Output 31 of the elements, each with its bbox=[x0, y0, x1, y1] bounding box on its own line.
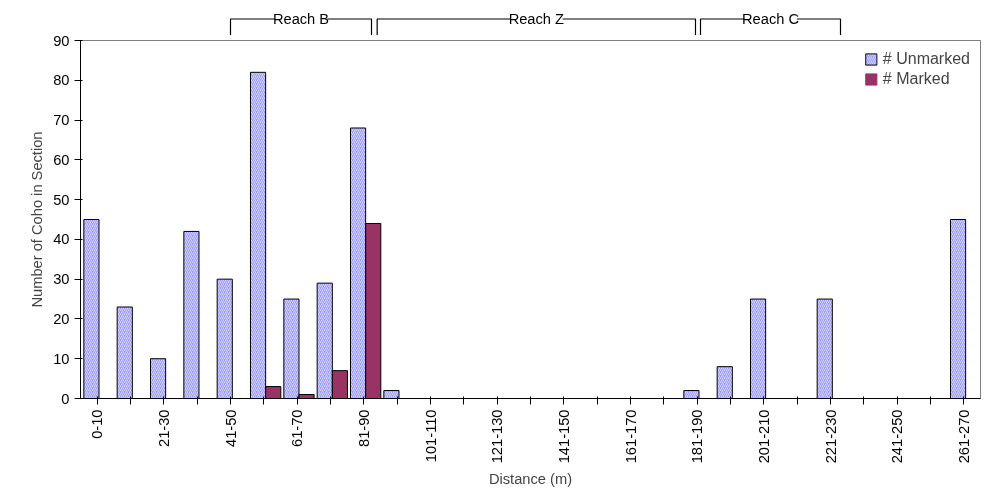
x-tick-label: 261-270 bbox=[955, 409, 972, 464]
x-tick-label: 0-10 bbox=[89, 409, 106, 439]
x-tick-label: 121-130 bbox=[489, 409, 506, 464]
y-tick-label: 0 bbox=[61, 390, 70, 407]
text: Reach B bbox=[272, 11, 330, 27]
legend-label: # Unmarked bbox=[882, 50, 970, 68]
x-axis-title: Distance (m) bbox=[488, 471, 573, 488]
x-tick-label: 21-30 bbox=[155, 409, 172, 447]
y-tick-label: 20 bbox=[53, 310, 70, 327]
x-tick-label: 81-90 bbox=[355, 409, 372, 447]
y-tick-label: 60 bbox=[53, 151, 70, 168]
legend-label: # Marked bbox=[882, 70, 950, 88]
y-axis-title: Number of Coho in Section bbox=[29, 131, 46, 308]
x-tick-label: 141-150 bbox=[555, 409, 572, 464]
y-tick-label: 70 bbox=[53, 112, 70, 129]
text: Reach Z bbox=[508, 11, 565, 27]
x-tick-label: 101-110 bbox=[422, 409, 439, 463]
text: Reach C bbox=[741, 11, 800, 27]
x-tick-label: 161-170 bbox=[622, 409, 639, 464]
y-tick-label: 90 bbox=[53, 32, 70, 49]
x-tick-label: 241-250 bbox=[889, 409, 906, 464]
x-tick-label: 221-230 bbox=[822, 409, 839, 464]
x-tick-label: 181-190 bbox=[689, 409, 706, 464]
y-tick-label: 80 bbox=[53, 72, 70, 89]
y-tick-label: 30 bbox=[53, 271, 70, 288]
y-tick-label: 50 bbox=[53, 191, 70, 208]
x-tick-label: 41-50 bbox=[222, 409, 239, 447]
y-tick-label: 40 bbox=[53, 231, 70, 248]
x-tick-label: 201-210 bbox=[755, 409, 772, 464]
y-tick-label: 10 bbox=[53, 350, 70, 367]
x-tick-label: 61-70 bbox=[289, 409, 306, 447]
